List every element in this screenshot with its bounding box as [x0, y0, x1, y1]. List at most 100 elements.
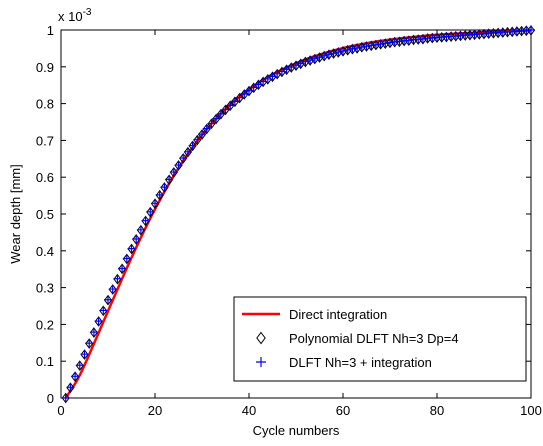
- plus-marker: [362, 42, 371, 51]
- plus-marker: [113, 274, 122, 283]
- diamond-marker: [127, 243, 136, 255]
- plus-marker: [127, 244, 136, 253]
- plus-marker: [71, 372, 80, 381]
- diamond-marker: [89, 327, 98, 338]
- y-tick-label: 0.2: [36, 317, 54, 332]
- plus-marker: [155, 190, 164, 199]
- plus-marker: [324, 50, 333, 59]
- diamond-marker: [94, 316, 103, 327]
- diamond-marker: [122, 253, 131, 265]
- plus-marker: [188, 141, 197, 150]
- diamond-marker: [71, 371, 80, 382]
- x-tick-labels: 0 20 40 60 80 100: [57, 403, 541, 418]
- y-multiplier-label: x 10-3: [58, 7, 92, 24]
- plus-marker: [89, 328, 98, 337]
- plot-series: [61, 25, 535, 404]
- plus-marker: [235, 93, 244, 102]
- plus-marker: [292, 61, 300, 70]
- y-tick-label: 0.9: [36, 60, 54, 75]
- diamond-marker: [292, 60, 300, 72]
- plus-marker: [381, 39, 390, 48]
- plus-marker: [404, 36, 413, 45]
- diamond-marker: [527, 25, 535, 36]
- plus-marker: [169, 168, 178, 177]
- diamond-marker: [230, 96, 239, 108]
- diamond-marker: [66, 382, 75, 394]
- legend-item-1: Polynomial DLFT Nh=3 Dp=4: [256, 331, 459, 346]
- plus-marker: [230, 97, 239, 106]
- plus-marker: [165, 175, 174, 184]
- plus-marker: [183, 147, 192, 156]
- x-tick-label: 100: [520, 403, 542, 418]
- legend-diamond-swatch: [256, 331, 266, 345]
- diamond-marker: [169, 167, 178, 178]
- plus-marker: [136, 225, 145, 234]
- diamond-marker: [80, 349, 89, 360]
- y-tick-label: 0.4: [36, 244, 54, 259]
- diamond-marker: [165, 174, 174, 186]
- plus-marker: [254, 80, 263, 89]
- plus-marker: [310, 54, 319, 63]
- axis-ticks: [60, 29, 532, 399]
- plus-marker: [259, 77, 268, 86]
- legend-label: Polynomial DLFT Nh=3 Dp=4: [289, 331, 459, 346]
- plus-marker: [141, 216, 150, 225]
- diamond-marker: [146, 206, 155, 218]
- plus-marker: [376, 39, 385, 48]
- diamond-marker: [296, 58, 305, 70]
- diamond-marker: [75, 360, 84, 371]
- diamond-marker: [155, 189, 164, 201]
- diamond-marker: [104, 294, 112, 306]
- diamond-marker: [193, 134, 202, 146]
- plus-marker: [202, 124, 211, 133]
- plus-marker: [334, 48, 343, 57]
- plus-marker: [122, 254, 131, 263]
- x-axis-label: Cycle numbers: [253, 423, 340, 438]
- diamond-marker: [207, 118, 216, 130]
- x-tick-label: 60: [336, 403, 350, 418]
- plus-marker: [282, 65, 291, 74]
- plus-marker: [263, 74, 272, 83]
- plus-marker: [418, 34, 427, 43]
- diamond-marker: [85, 338, 94, 349]
- plus-marker: [296, 59, 305, 68]
- plus-marker: [118, 264, 127, 273]
- plus-marker: [371, 40, 380, 49]
- legend-item-0: Direct integration: [242, 307, 387, 322]
- plus-marker: [268, 72, 277, 81]
- plus-marker: [174, 161, 183, 170]
- plus-marker: [151, 199, 159, 208]
- plus-marker: [99, 306, 108, 315]
- x-tick-label: 40: [242, 403, 256, 418]
- plus-marker: [329, 49, 338, 58]
- diamond-marker: [136, 224, 145, 236]
- plus-marker: [240, 90, 249, 99]
- plus-marker: [343, 45, 352, 54]
- diamond-marker: [212, 113, 221, 125]
- diamond-marker: [226, 100, 235, 112]
- plus-marker: [306, 56, 315, 65]
- plus-marker: [212, 114, 221, 123]
- y-multiplier-base: x 10: [58, 9, 83, 24]
- plus-marker: [357, 42, 366, 51]
- y-tick-label: 0.8: [36, 97, 54, 112]
- plus-marker: [287, 63, 296, 72]
- diamond-marker: [118, 263, 127, 275]
- diamond-marker: [183, 146, 192, 158]
- y-tick-label: 0.6: [36, 170, 54, 185]
- plus-marker: [221, 105, 230, 114]
- plus-marker: [108, 285, 117, 294]
- plus-marker: [277, 67, 286, 76]
- plus-marker: [249, 83, 258, 92]
- plus-marker: [75, 361, 84, 370]
- plus-marker: [160, 183, 169, 192]
- y-multiplier-exponent: -3: [83, 7, 92, 18]
- plus-marker: [245, 86, 253, 95]
- plus-marker: [198, 130, 206, 139]
- plus-marker: [61, 394, 70, 402]
- plus-marker: [386, 38, 394, 47]
- plus-marker: [146, 207, 155, 216]
- legend-plus-swatch: [256, 357, 266, 367]
- legend-box: [233, 296, 527, 382]
